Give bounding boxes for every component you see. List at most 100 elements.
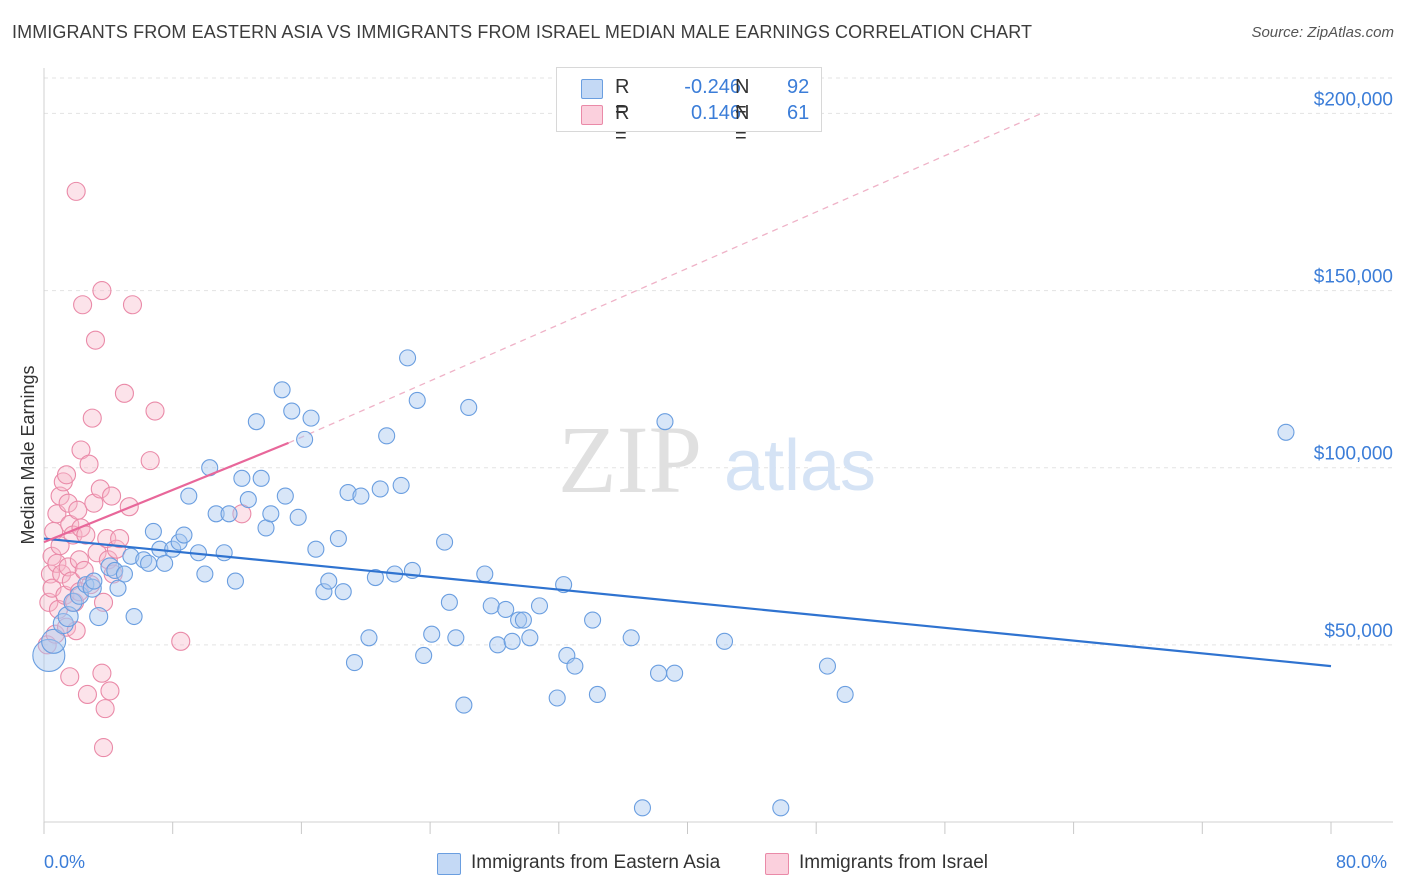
- point-israel: [171, 631, 191, 651]
- point-israel: [56, 617, 77, 637]
- point-israel: [145, 401, 165, 421]
- trend-line-israel: [43, 441, 289, 544]
- legend-r-value: 0.146: [690, 102, 741, 124]
- point-eastern-asia: [109, 579, 127, 597]
- point-eastern-asia: [715, 632, 734, 650]
- x-axis-max-label: 80.0%: [1336, 852, 1388, 872]
- point-eastern-asia: [371, 480, 389, 498]
- point-eastern-asia: [215, 544, 233, 562]
- point-eastern-asia: [366, 568, 384, 587]
- chart-source: Source: ZipAtlas.com: [1251, 24, 1394, 41]
- point-eastern-asia: [296, 430, 314, 448]
- legend-n-label: N =: [735, 102, 750, 147]
- point-eastern-asia: [649, 664, 668, 682]
- point-eastern-asia: [521, 629, 539, 647]
- y-tick-label: $150,000: [1314, 267, 1393, 288]
- point-eastern-asia: [77, 576, 95, 594]
- point-eastern-asia: [115, 565, 133, 583]
- point-eastern-asia: [476, 565, 494, 583]
- point-israel: [85, 330, 106, 350]
- point-eastern-asia: [440, 593, 458, 611]
- point-israel: [122, 295, 143, 315]
- point-israel: [71, 440, 91, 460]
- point-israel: [95, 699, 115, 719]
- point-israel: [69, 550, 89, 570]
- correlation-legend: R = -0.246 N = 92 R = 0.146 N = 61: [556, 67, 822, 147]
- point-eastern-asia: [818, 657, 837, 675]
- bottom-legend-swatch-eastern-asia: [437, 853, 461, 875]
- point-eastern-asia: [436, 533, 454, 551]
- point-israel: [39, 592, 59, 612]
- point-eastern-asia: [226, 572, 244, 590]
- point-eastern-asia: [220, 505, 238, 523]
- x-axis-min-label: 0.0%: [44, 852, 86, 872]
- point-eastern-asia: [334, 583, 352, 601]
- legend-n-value: 92: [787, 76, 810, 98]
- point-eastern-asia: [633, 799, 652, 817]
- point-eastern-asia: [273, 381, 291, 399]
- legend-r-label: R =: [615, 102, 630, 147]
- point-eastern-asia: [262, 505, 280, 523]
- point-eastern-asia: [247, 413, 265, 431]
- point-eastern-asia: [503, 632, 521, 650]
- point-eastern-asia: [32, 638, 66, 673]
- point-eastern-asia: [514, 611, 532, 629]
- point-eastern-asia: [89, 606, 109, 627]
- point-eastern-asia: [360, 629, 378, 647]
- point-eastern-asia: [329, 530, 347, 548]
- point-israel: [90, 479, 110, 499]
- point-israel: [93, 592, 114, 612]
- point-eastern-asia: [239, 491, 257, 509]
- point-eastern-asia: [497, 600, 515, 618]
- points-layer: [32, 181, 1332, 817]
- point-eastern-asia: [196, 565, 214, 583]
- point-israel: [110, 529, 130, 549]
- point-eastern-asia: [408, 391, 426, 409]
- point-eastern-asia: [460, 398, 478, 417]
- point-eastern-asia: [588, 685, 606, 704]
- point-israel: [58, 557, 78, 577]
- grid-layer: [44, 77, 1393, 646]
- point-eastern-asia: [489, 636, 507, 654]
- point-eastern-asia: [566, 657, 584, 675]
- legend-n-value: 61: [787, 102, 810, 124]
- point-israel: [140, 451, 160, 471]
- bottom-legend-label: Immigrants from Israel: [799, 852, 988, 873]
- point-israel: [55, 585, 75, 605]
- point-eastern-asia: [836, 685, 854, 704]
- y-tick-label: $50,000: [1324, 621, 1393, 642]
- watermark: ZIP atlas: [558, 406, 876, 513]
- trend-line-israel-extension: [288, 112, 1042, 444]
- point-eastern-asia: [772, 799, 790, 817]
- point-israel: [58, 493, 78, 513]
- point-eastern-asia: [455, 696, 473, 714]
- point-israel: [82, 408, 102, 428]
- point-eastern-asia: [302, 409, 320, 427]
- point-eastern-asia: [482, 597, 500, 615]
- point-eastern-asia: [144, 522, 162, 541]
- watermark-zip: ZIP: [558, 406, 702, 513]
- point-eastern-asia: [378, 427, 396, 445]
- point-eastern-asia: [548, 689, 566, 707]
- point-israel: [93, 738, 114, 758]
- point-israel: [56, 465, 77, 485]
- point-israel: [114, 383, 134, 403]
- axis-layer: [43, 68, 1393, 834]
- point-eastern-asia: [392, 476, 410, 494]
- point-eastern-asia: [352, 487, 370, 505]
- y-tick-label: $100,000: [1314, 444, 1393, 465]
- chart-title: IMMIGRANTS FROM EASTERN ASIA VS IMMIGRAN…: [12, 22, 1033, 42]
- point-eastern-asia: [125, 607, 143, 626]
- point-israel: [50, 486, 70, 506]
- point-eastern-asia: [584, 611, 602, 629]
- point-eastern-asia: [82, 578, 102, 598]
- point-israel: [98, 550, 118, 570]
- point-israel: [52, 564, 72, 584]
- point-eastern-asia: [106, 561, 124, 580]
- point-israel: [68, 500, 88, 520]
- point-eastern-asia: [85, 572, 103, 590]
- point-eastern-asia: [307, 540, 325, 558]
- point-eastern-asia: [164, 540, 182, 558]
- point-eastern-asia: [156, 554, 174, 572]
